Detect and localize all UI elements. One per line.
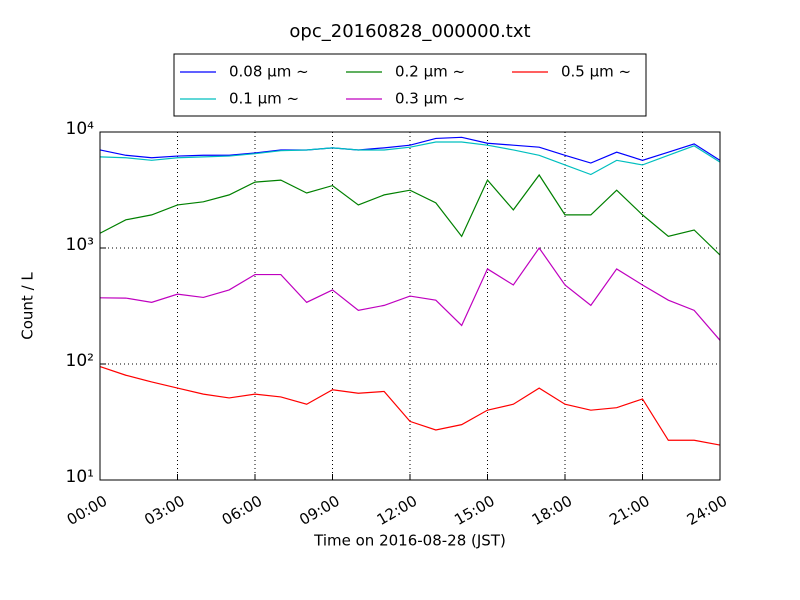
y-tick-label: 10² xyxy=(66,351,94,371)
legend-label: 0.5 μm ~ xyxy=(561,63,631,81)
plot-frame xyxy=(99,131,721,481)
y-tick-label: 10³ xyxy=(66,235,94,255)
x-axis-label: Time on 2016-08-28 (JST) xyxy=(313,532,506,550)
series-line xyxy=(99,136,721,164)
series-line xyxy=(99,173,721,256)
legend-box xyxy=(173,53,647,117)
y-tick-label: 10¹ xyxy=(66,467,94,487)
y-tick-label: 10⁴ xyxy=(66,119,95,139)
legend-label: 0.2 μm ~ xyxy=(395,63,465,81)
legend-label: 0.1 μm ~ xyxy=(229,90,299,108)
series-line xyxy=(99,366,721,446)
chart-title: opc_20160828_000000.txt xyxy=(289,21,530,42)
series-line xyxy=(99,141,721,176)
legend-label: 0.3 μm ~ xyxy=(395,90,465,108)
series-line xyxy=(99,246,721,341)
legend-label: 0.08 μm ~ xyxy=(229,63,309,81)
y-axis-label: Count / L xyxy=(19,272,37,340)
